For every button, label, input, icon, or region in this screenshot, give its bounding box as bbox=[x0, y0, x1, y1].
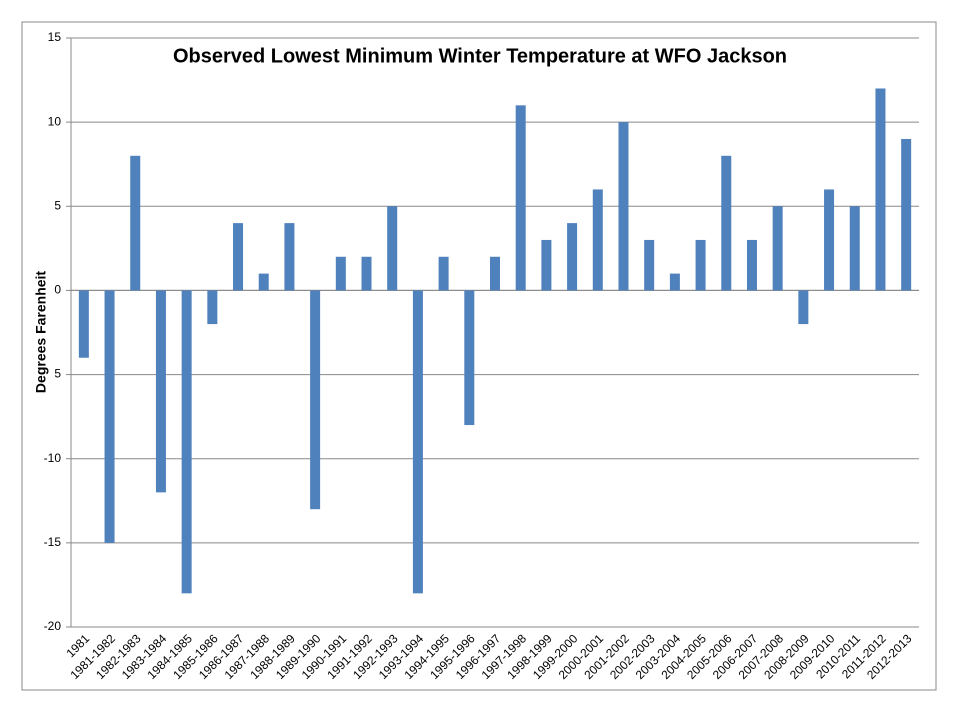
bar bbox=[335, 256, 346, 291]
bar bbox=[78, 290, 89, 358]
y-tick-label: 5 bbox=[54, 367, 61, 381]
bar bbox=[387, 206, 398, 291]
y-tick-label: -10 bbox=[44, 451, 62, 465]
bar bbox=[464, 290, 475, 426]
y-tick-label: -20 bbox=[44, 619, 62, 633]
bar bbox=[849, 206, 860, 291]
y-tick-label: -15 bbox=[44, 535, 62, 549]
chart-title: Observed Lowest Minimum Winter Temperatu… bbox=[173, 45, 787, 67]
y-tick-label: 10 bbox=[48, 114, 62, 128]
bar bbox=[772, 206, 783, 291]
bar bbox=[746, 239, 757, 291]
bar bbox=[130, 155, 141, 291]
y-tick-label: 0 bbox=[54, 283, 61, 297]
bar bbox=[669, 273, 680, 291]
bar bbox=[798, 290, 809, 325]
bar bbox=[361, 256, 372, 291]
chart-frame bbox=[21, 21, 937, 691]
y-tick-label: 5 bbox=[54, 198, 61, 212]
bar bbox=[490, 256, 500, 291]
bar bbox=[618, 122, 629, 291]
bar bbox=[258, 273, 269, 291]
bar bbox=[284, 223, 295, 291]
bar bbox=[181, 290, 192, 594]
bar bbox=[233, 223, 244, 291]
bar bbox=[721, 155, 732, 291]
bar bbox=[875, 88, 886, 291]
y-axis-label: Degrees Farenheit bbox=[33, 271, 49, 393]
bar bbox=[155, 290, 166, 493]
bar bbox=[541, 239, 552, 291]
bar bbox=[644, 239, 655, 291]
bar bbox=[412, 290, 423, 594]
bar bbox=[592, 189, 603, 291]
bar bbox=[824, 189, 835, 291]
y-tick-label: 15 bbox=[48, 30, 62, 44]
bar bbox=[515, 105, 526, 291]
bar bbox=[567, 223, 578, 291]
bar bbox=[438, 256, 449, 291]
bar bbox=[901, 138, 912, 291]
bar bbox=[207, 290, 218, 325]
bar bbox=[310, 290, 321, 510]
bar bbox=[695, 239, 706, 291]
bar bbox=[104, 290, 115, 543]
